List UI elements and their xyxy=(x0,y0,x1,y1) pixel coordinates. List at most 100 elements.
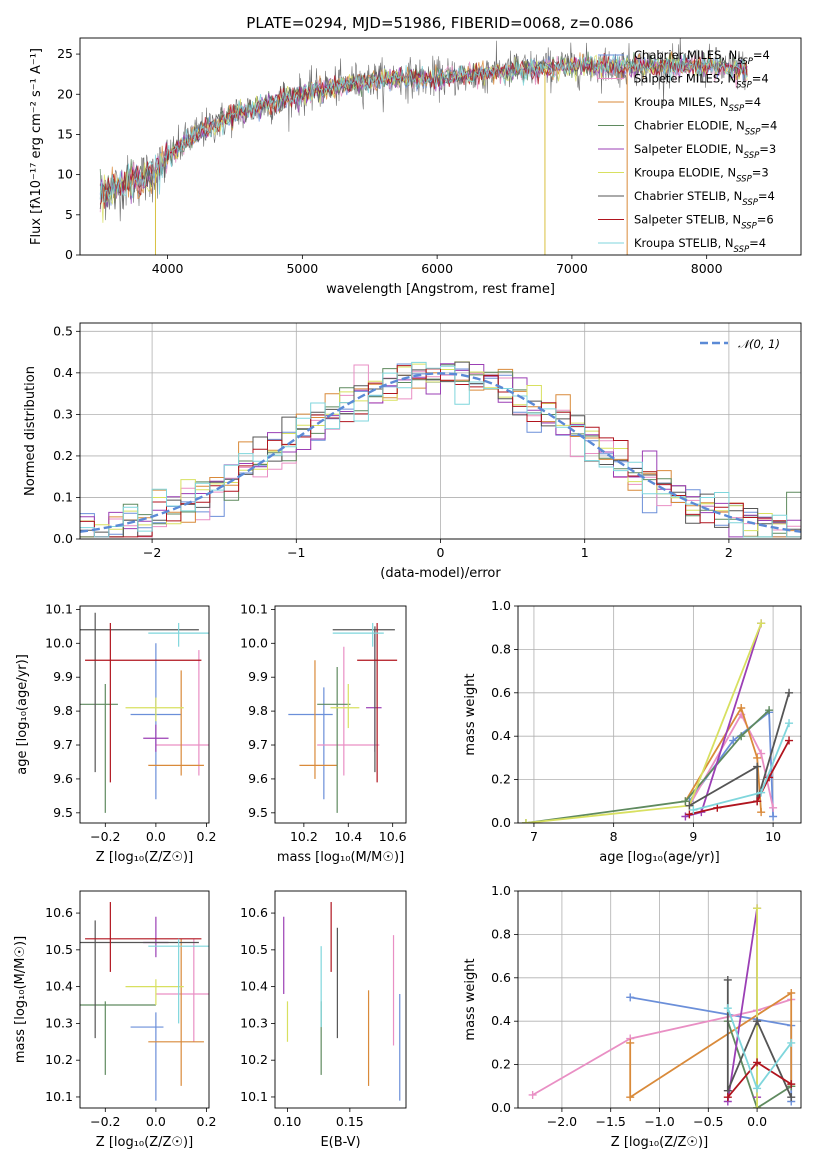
y-axis-label: Flux [fλ10⁻¹⁷ erg cm⁻² s⁻¹ A⁻¹] xyxy=(29,48,44,245)
weight-marker xyxy=(753,904,762,913)
points-mass_vs_ebv xyxy=(283,902,401,1101)
x-axis-label: Z [log₁₀(Z/Z☉)] xyxy=(96,1135,193,1150)
weight-marker xyxy=(785,736,794,745)
y-tick-label: 0.2 xyxy=(53,448,73,463)
axes-mass_vs_ebv: 0.10 0.15 10.1 10.2 10.3 10.4 10.5 10.6 E(B-V) xyxy=(240,905,364,1150)
y-tick-label: 9.7 xyxy=(248,737,268,752)
weight-marker xyxy=(723,975,732,984)
y-tick-label: 10.3 xyxy=(240,1015,268,1030)
points-age_vs_mass xyxy=(288,622,398,813)
legend-entry: Salpeter ELODIE, NSSP=3 xyxy=(634,142,776,161)
y-tick-label: 10.1 xyxy=(45,1089,73,1104)
weight-marker xyxy=(765,706,774,715)
axes-mass_vs_Z: −0.2 0.0 0.2 10.1 10.2 10.3 10.4 10.5 10.6 Z [log… xyxy=(13,905,216,1150)
weight-marker xyxy=(713,803,722,812)
x-tick-label: 10.6 xyxy=(379,829,407,844)
weight-marker xyxy=(685,810,694,819)
x-tick-label: −2 xyxy=(143,545,161,560)
histograms xyxy=(80,361,801,538)
y-tick-label: 9.6 xyxy=(53,771,73,786)
x-tick-label: 6000 xyxy=(421,261,453,276)
weight-marker xyxy=(737,732,746,741)
x-tick-label: 0 xyxy=(437,545,445,560)
x-tick-label: −0.2 xyxy=(90,829,120,844)
y-tick-label: 9.5 xyxy=(248,805,268,820)
weight-line-chabrier-elodie xyxy=(525,709,770,823)
weight-marker xyxy=(757,808,766,817)
y-tick-label: 10.2 xyxy=(45,1052,73,1067)
plot-frame-residuals xyxy=(79,322,802,540)
y-tick-label: 0.8 xyxy=(491,641,511,656)
x-tick-label: 0.2 xyxy=(197,829,217,844)
legend-entry: Chabrier MILES, NSSP=4 xyxy=(634,48,770,67)
weight-marker xyxy=(626,993,635,1002)
legend-entry: Salpeter STELIB, NSSP=6 xyxy=(634,213,774,232)
y-tick-label: 9.9 xyxy=(53,669,73,684)
y-tick-label: 0.4 xyxy=(491,1013,511,1028)
axes-age_vs_mass: 10.2 10.4 10.6 9.5 9.6 9.7 9.8 9.9 10.0 10.1 mass … xyxy=(240,601,406,865)
weight-marker xyxy=(753,1058,762,1067)
x-tick-label: −2.0 xyxy=(547,1114,577,1129)
weight-marker xyxy=(723,1093,732,1102)
y-axis-label: mass weight xyxy=(463,958,478,1040)
x-tick-label: −1 xyxy=(287,545,305,560)
weight-marker xyxy=(785,719,794,728)
weight-marker xyxy=(723,1004,732,1013)
x-tick-label: 10.4 xyxy=(334,829,362,844)
y-tick-label: 5 xyxy=(65,207,73,222)
y-tick-label: 0.8 xyxy=(491,926,511,941)
legend-entry: Kroupa MILES, NSSP=4 xyxy=(634,95,761,114)
weight-line-chabrier-miles xyxy=(630,996,793,1102)
x-tick-label: 9 xyxy=(689,829,697,844)
weight-marker xyxy=(626,1093,635,1102)
weight-line-salpeter-elodie xyxy=(726,908,758,1102)
y-tick-label: 10.5 xyxy=(240,942,268,957)
weight-marker xyxy=(757,619,766,628)
weight-marker xyxy=(685,801,694,810)
y-tick-label: 9.7 xyxy=(53,737,73,752)
axes-residuals: −2 −1 0 1 2 0.0 0.1 0.2 0.3 0.4 0.5 (data-model)/er… xyxy=(23,323,801,581)
y-tick-label: 25 xyxy=(57,46,73,61)
weight-marker xyxy=(753,762,762,771)
spectrum-lines xyxy=(99,38,748,255)
weight-marker xyxy=(729,736,738,745)
y-tick-label: 10.6 xyxy=(240,905,268,920)
weight-line-kroupa-miles xyxy=(684,705,762,813)
y-tick-label: 15 xyxy=(57,126,73,141)
x-tick-label: 1 xyxy=(581,545,589,560)
y-tick-label: 0.0 xyxy=(491,1100,511,1115)
y-tick-label: 0.0 xyxy=(53,531,73,546)
x-tick-label: 4000 xyxy=(152,261,184,276)
x-tick-label: 0.0 xyxy=(747,1114,767,1129)
x-tick-label: −1.0 xyxy=(644,1114,674,1129)
histogram-salpeter-stelib xyxy=(80,365,801,538)
x-axis-label: wavelength [Angstrom, rest frame] xyxy=(326,282,555,297)
legend-entry: Kroupa STELIB, NSSP=4 xyxy=(634,236,766,255)
y-tick-label: 10.2 xyxy=(240,1052,268,1067)
weight-line-salpeter-miles xyxy=(532,998,792,1096)
y-tick-label: 0.0 xyxy=(491,815,511,830)
plot-frame-age_vs_Z xyxy=(79,605,210,824)
weight-line-chabrier-elodie xyxy=(726,1020,792,1108)
y-tick-label: 0.6 xyxy=(491,970,511,985)
x-axis-label: (data-model)/error xyxy=(380,566,501,581)
x-tick-label: 7 xyxy=(530,829,538,844)
y-tick-label: 0.4 xyxy=(491,728,511,743)
x-tick-label: 8 xyxy=(610,829,618,844)
x-tick-label: 2 xyxy=(725,545,733,560)
y-tick-label: 10.1 xyxy=(45,601,73,616)
plot-frame-weight_vs_age xyxy=(517,605,802,824)
weight-marker xyxy=(769,803,778,812)
y-tick-label: 10.4 xyxy=(240,979,268,994)
y-tick-label: 0.6 xyxy=(491,685,511,700)
weight-marker xyxy=(787,1038,796,1047)
x-tick-label: 0.0 xyxy=(146,1114,166,1129)
y-tick-label: 10.1 xyxy=(240,601,268,616)
weight-marker xyxy=(787,1080,796,1089)
y-tick-label: 0.2 xyxy=(491,772,511,787)
y-tick-label: 9.9 xyxy=(248,669,268,684)
plot-frame-mass_vs_Z xyxy=(79,890,210,1109)
y-tick-label: 0.4 xyxy=(53,365,73,380)
y-tick-label: 9.6 xyxy=(248,771,268,786)
